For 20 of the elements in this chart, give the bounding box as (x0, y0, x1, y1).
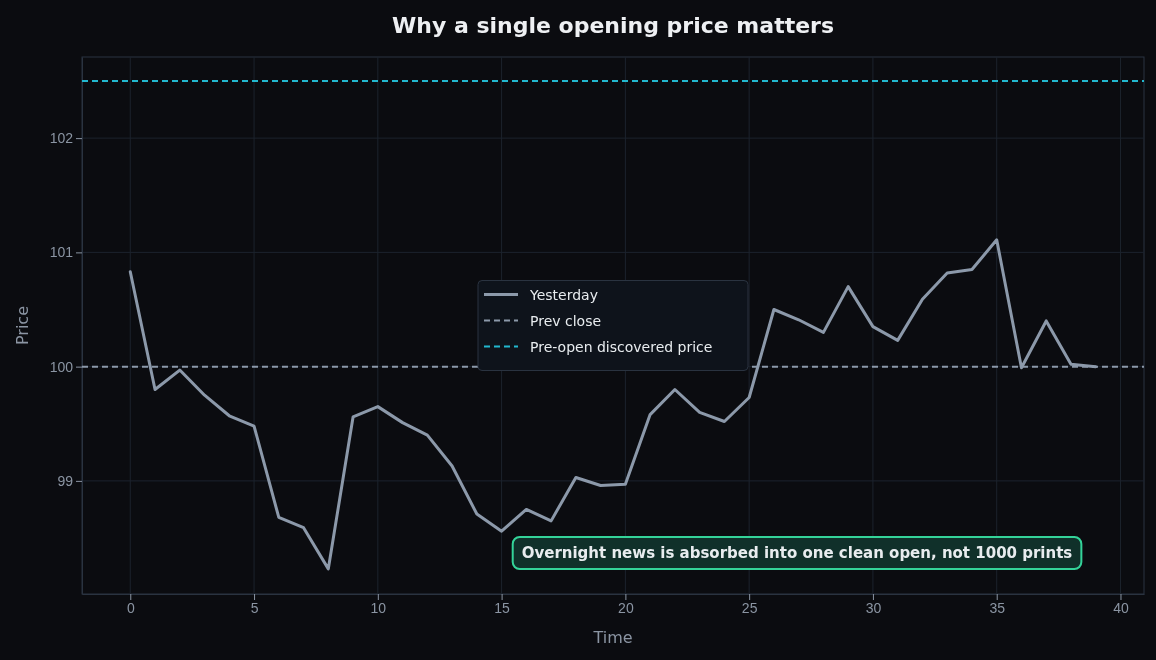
legend-label: Pre-open discovered price (530, 338, 713, 355)
x-tick-label: 25 (741, 599, 758, 616)
y-tick-label: 101 (49, 244, 74, 261)
y-tick-label: 102 (49, 130, 74, 147)
y-tick-label: 99 (57, 472, 74, 489)
legend-label: Prev close (530, 312, 602, 329)
x-tick-label: 35 (989, 599, 1006, 616)
x-tick-label: 20 (618, 599, 634, 616)
annotation: Overnight news is absorbed into one clean open, not 1000 prints (521, 544, 1073, 562)
y-axis-title: Price (13, 305, 32, 346)
x-tick-label: 5 (250, 599, 259, 616)
x-tick-label: 30 (865, 599, 882, 616)
x-tick-label: 0 (126, 599, 135, 616)
x-axis-title: Time (592, 628, 633, 647)
x-tick-label: 10 (370, 599, 387, 616)
y-tick-label: 100 (49, 358, 74, 375)
x-tick-label: 15 (494, 599, 511, 616)
chart-title: Why a single opening price matters (391, 13, 835, 38)
x-tick-label: 40 (1113, 599, 1129, 616)
legend-label: Yesterday (529, 286, 598, 303)
